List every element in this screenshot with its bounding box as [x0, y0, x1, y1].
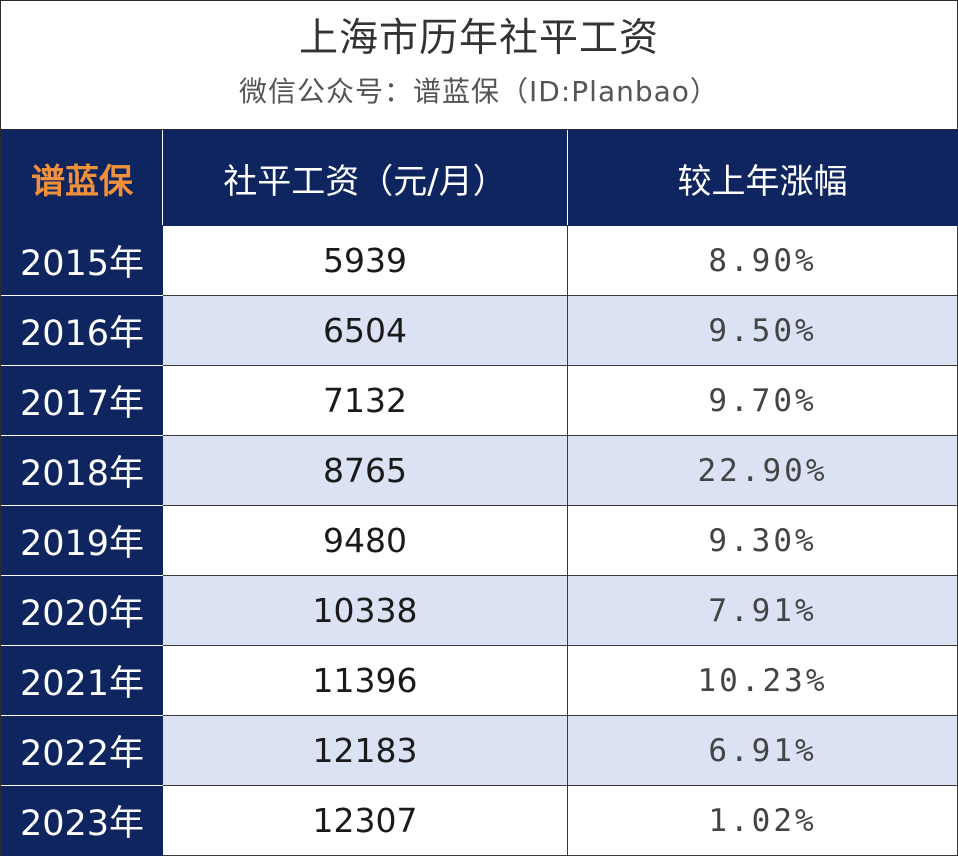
table-row: 2023年 12307 1.02%: [1, 785, 958, 856]
row-salary-cell: 10338: [162, 575, 568, 646]
row-growth-cell: 7.91%: [567, 575, 958, 646]
row-growth-cell: 22.90%: [567, 435, 958, 506]
row-growth-cell: 1.02%: [567, 785, 958, 856]
row-salary-cell: 7132: [162, 365, 568, 436]
table-row: 2015年 5939 8.90%: [1, 225, 958, 296]
table-subtitle: 微信公众号：谱蓝保（ID:Planbao）: [239, 75, 719, 108]
row-salary-cell: 11396: [162, 645, 568, 716]
row-salary-cell: 5939: [162, 225, 568, 296]
row-year-cell: 2020年: [1, 575, 163, 646]
row-growth-cell: 6.91%: [567, 715, 958, 786]
table-row: 2016年 6504 9.50%: [1, 295, 958, 366]
row-year-cell: 2017年: [1, 365, 163, 436]
table-row: 2021年 11396 10.23%: [1, 645, 958, 716]
header-growth: 较上年涨幅: [567, 130, 958, 226]
row-growth-cell: 9.70%: [567, 365, 958, 436]
row-salary-cell: 9480: [162, 505, 568, 576]
salary-table: 谱蓝保 社平工资（元/月） 较上年涨幅 2015年 5939 8.90% 2016年 6…: [1, 130, 958, 856]
header-salary: 社平工资（元/月）: [162, 130, 568, 226]
table-title: 上海市历年社平工资: [298, 16, 659, 61]
row-growth-cell: 8.90%: [567, 225, 958, 296]
row-year-cell: 2018年: [1, 435, 163, 506]
title-block: 上海市历年社平工资 微信公众号：谱蓝保（ID:Planbao）: [1, 1, 957, 130]
table-row: 2019年 9480 9.30%: [1, 505, 958, 576]
row-salary-cell: 12183: [162, 715, 568, 786]
row-year-cell: 2021年: [1, 645, 163, 716]
row-year-cell: 2019年: [1, 505, 163, 576]
table-header-row: 谱蓝保 社平工资（元/月） 较上年涨幅: [1, 130, 958, 226]
table-row: 2017年 7132 9.70%: [1, 365, 958, 436]
row-growth-cell: 10.23%: [567, 645, 958, 716]
row-salary-cell: 8765: [162, 435, 568, 506]
table-body: 2015年 5939 8.90% 2016年 6504 9.50% 2017年 7132 9.7…: [1, 225, 958, 856]
header-brand: 谱蓝保: [1, 130, 163, 226]
table-row: 2020年 10338 7.91%: [1, 575, 958, 646]
row-salary-cell: 12307: [162, 785, 568, 856]
row-year-cell: 2015年: [1, 225, 163, 296]
table-row: 2018年 8765 22.90%: [1, 435, 958, 506]
row-year-cell: 2022年: [1, 715, 163, 786]
row-year-cell: 2016年: [1, 295, 163, 366]
row-growth-cell: 9.50%: [567, 295, 958, 366]
row-salary-cell: 6504: [162, 295, 568, 366]
row-year-cell: 2023年: [1, 785, 163, 856]
table-row: 2022年 12183 6.91%: [1, 715, 958, 786]
row-growth-cell: 9.30%: [567, 505, 958, 576]
